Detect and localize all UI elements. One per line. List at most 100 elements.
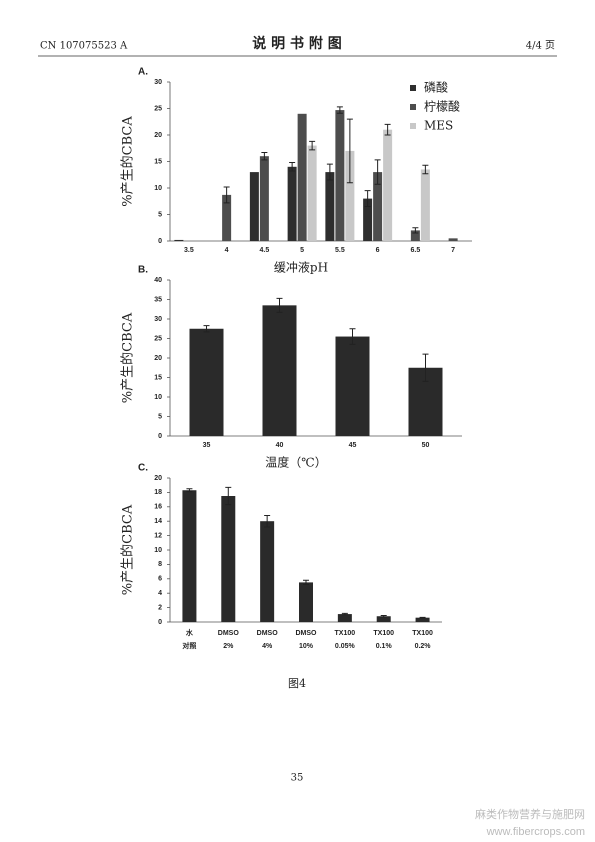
y-tick-label: 20 [154, 475, 162, 482]
error-bar [341, 612, 348, 616]
x-tick-label: 5 [300, 247, 304, 254]
y-tick-label: 20 [154, 132, 162, 139]
error-bar [349, 328, 356, 345]
bar [373, 172, 383, 241]
bar [249, 172, 259, 241]
x-tick-label: 0.05% [335, 643, 356, 650]
bar [410, 230, 420, 241]
x-axis-label: 温度（℃） [265, 455, 326, 470]
bar [221, 496, 236, 622]
y-tick-label: 2 [158, 604, 162, 611]
panel-label: C. [138, 463, 148, 474]
y-tick-label: 10 [154, 547, 162, 554]
x-tick-label: DMSO [257, 630, 279, 637]
y-axis-label: %产生的CBCA [120, 116, 136, 207]
bar [297, 113, 307, 241]
bar [307, 145, 317, 241]
x-tick-label: 3.5 [184, 247, 194, 254]
bar [337, 614, 352, 622]
x-tick-label: 对照 [182, 641, 196, 650]
bar [262, 305, 297, 436]
y-axis-label: %产生的CBCA [120, 504, 136, 595]
y-tick-label: 18 [154, 489, 162, 496]
error-bar [374, 159, 381, 185]
x-tick-label: 4.5 [260, 247, 270, 254]
bar [174, 239, 184, 241]
bar [383, 129, 393, 241]
y-tick-label: 15 [154, 374, 162, 381]
x-tick-label: 5.5 [335, 247, 345, 254]
y-tick-label: 8 [158, 561, 162, 568]
y-tick-label: 30 [154, 316, 162, 323]
bar [335, 336, 370, 436]
x-tick-label: 水 [186, 628, 194, 637]
y-tick-label: 25 [154, 335, 162, 342]
panel-label: A. [138, 67, 148, 78]
x-tick-label: TX100 [412, 630, 433, 637]
bar [299, 582, 313, 622]
error-bar [203, 325, 210, 333]
error-bar [336, 106, 343, 114]
x-tick-label: 2% [223, 643, 234, 650]
y-tick-label: 25 [154, 105, 162, 112]
error-bar [326, 163, 333, 181]
bar [415, 617, 430, 622]
legend-swatch [410, 85, 416, 91]
x-tick-label: 45 [349, 442, 357, 449]
panel-label: B. [138, 265, 148, 276]
y-tick-label: 16 [154, 504, 162, 511]
error-bar [223, 186, 230, 204]
header-title: 说 明 书 附 图 [252, 35, 342, 52]
x-tick-label: 6.5 [411, 247, 421, 254]
bar [335, 110, 345, 241]
caption: 图4 [288, 677, 306, 690]
legend-label: 柠檬酸 [424, 99, 460, 114]
error-bar [412, 227, 419, 234]
y-tick-label: 10 [154, 185, 162, 192]
error-bar [309, 140, 316, 151]
legend-swatch [410, 123, 416, 129]
bar [363, 198, 373, 241]
error-bar [289, 162, 296, 172]
watermark-url: www.fibercrops.com [486, 826, 585, 838]
bar [182, 490, 197, 622]
page-number: 35 [291, 773, 304, 784]
y-tick-label: 0 [158, 433, 162, 440]
y-tick-label: 5 [158, 413, 162, 420]
x-tick-label: 10% [299, 643, 314, 650]
bar [222, 194, 232, 241]
error-bar [303, 579, 309, 586]
y-tick-label: 40 [154, 277, 162, 284]
error-bar [384, 123, 391, 136]
error-bar [346, 118, 353, 184]
bar [189, 328, 224, 436]
y-tick-label: 20 [154, 355, 162, 362]
y-tick-label: 5 [158, 211, 162, 218]
y-tick-label: 0 [158, 238, 162, 245]
y-tick-label: 4 [158, 590, 162, 597]
legend-label: 磷酸 [424, 80, 448, 95]
y-tick-label: 0 [158, 619, 162, 626]
y-tick-label: 15 [154, 158, 162, 165]
watermark: 麻类作物营养与施肥网 [475, 807, 585, 821]
x-tick-label: 35 [203, 442, 211, 449]
bar [376, 616, 391, 622]
x-tick-label: 0.1% [376, 643, 393, 650]
bar [259, 156, 269, 241]
bar [420, 169, 430, 241]
error-bar [186, 488, 193, 493]
x-tick-label: 40 [276, 442, 284, 449]
x-tick-label: 7 [451, 247, 455, 254]
y-tick-label: 6 [158, 576, 162, 583]
bar [345, 150, 355, 241]
legend-swatch [410, 104, 416, 110]
legend-label: MES [424, 119, 453, 133]
x-tick-label: DMSO [218, 630, 240, 637]
y-tick-label: 30 [154, 79, 162, 86]
error-bar [261, 151, 268, 161]
error-bar [422, 164, 429, 175]
y-tick-label: 35 [154, 296, 162, 303]
error-bar [276, 297, 283, 313]
header-right: 4/4 页 [526, 40, 555, 52]
